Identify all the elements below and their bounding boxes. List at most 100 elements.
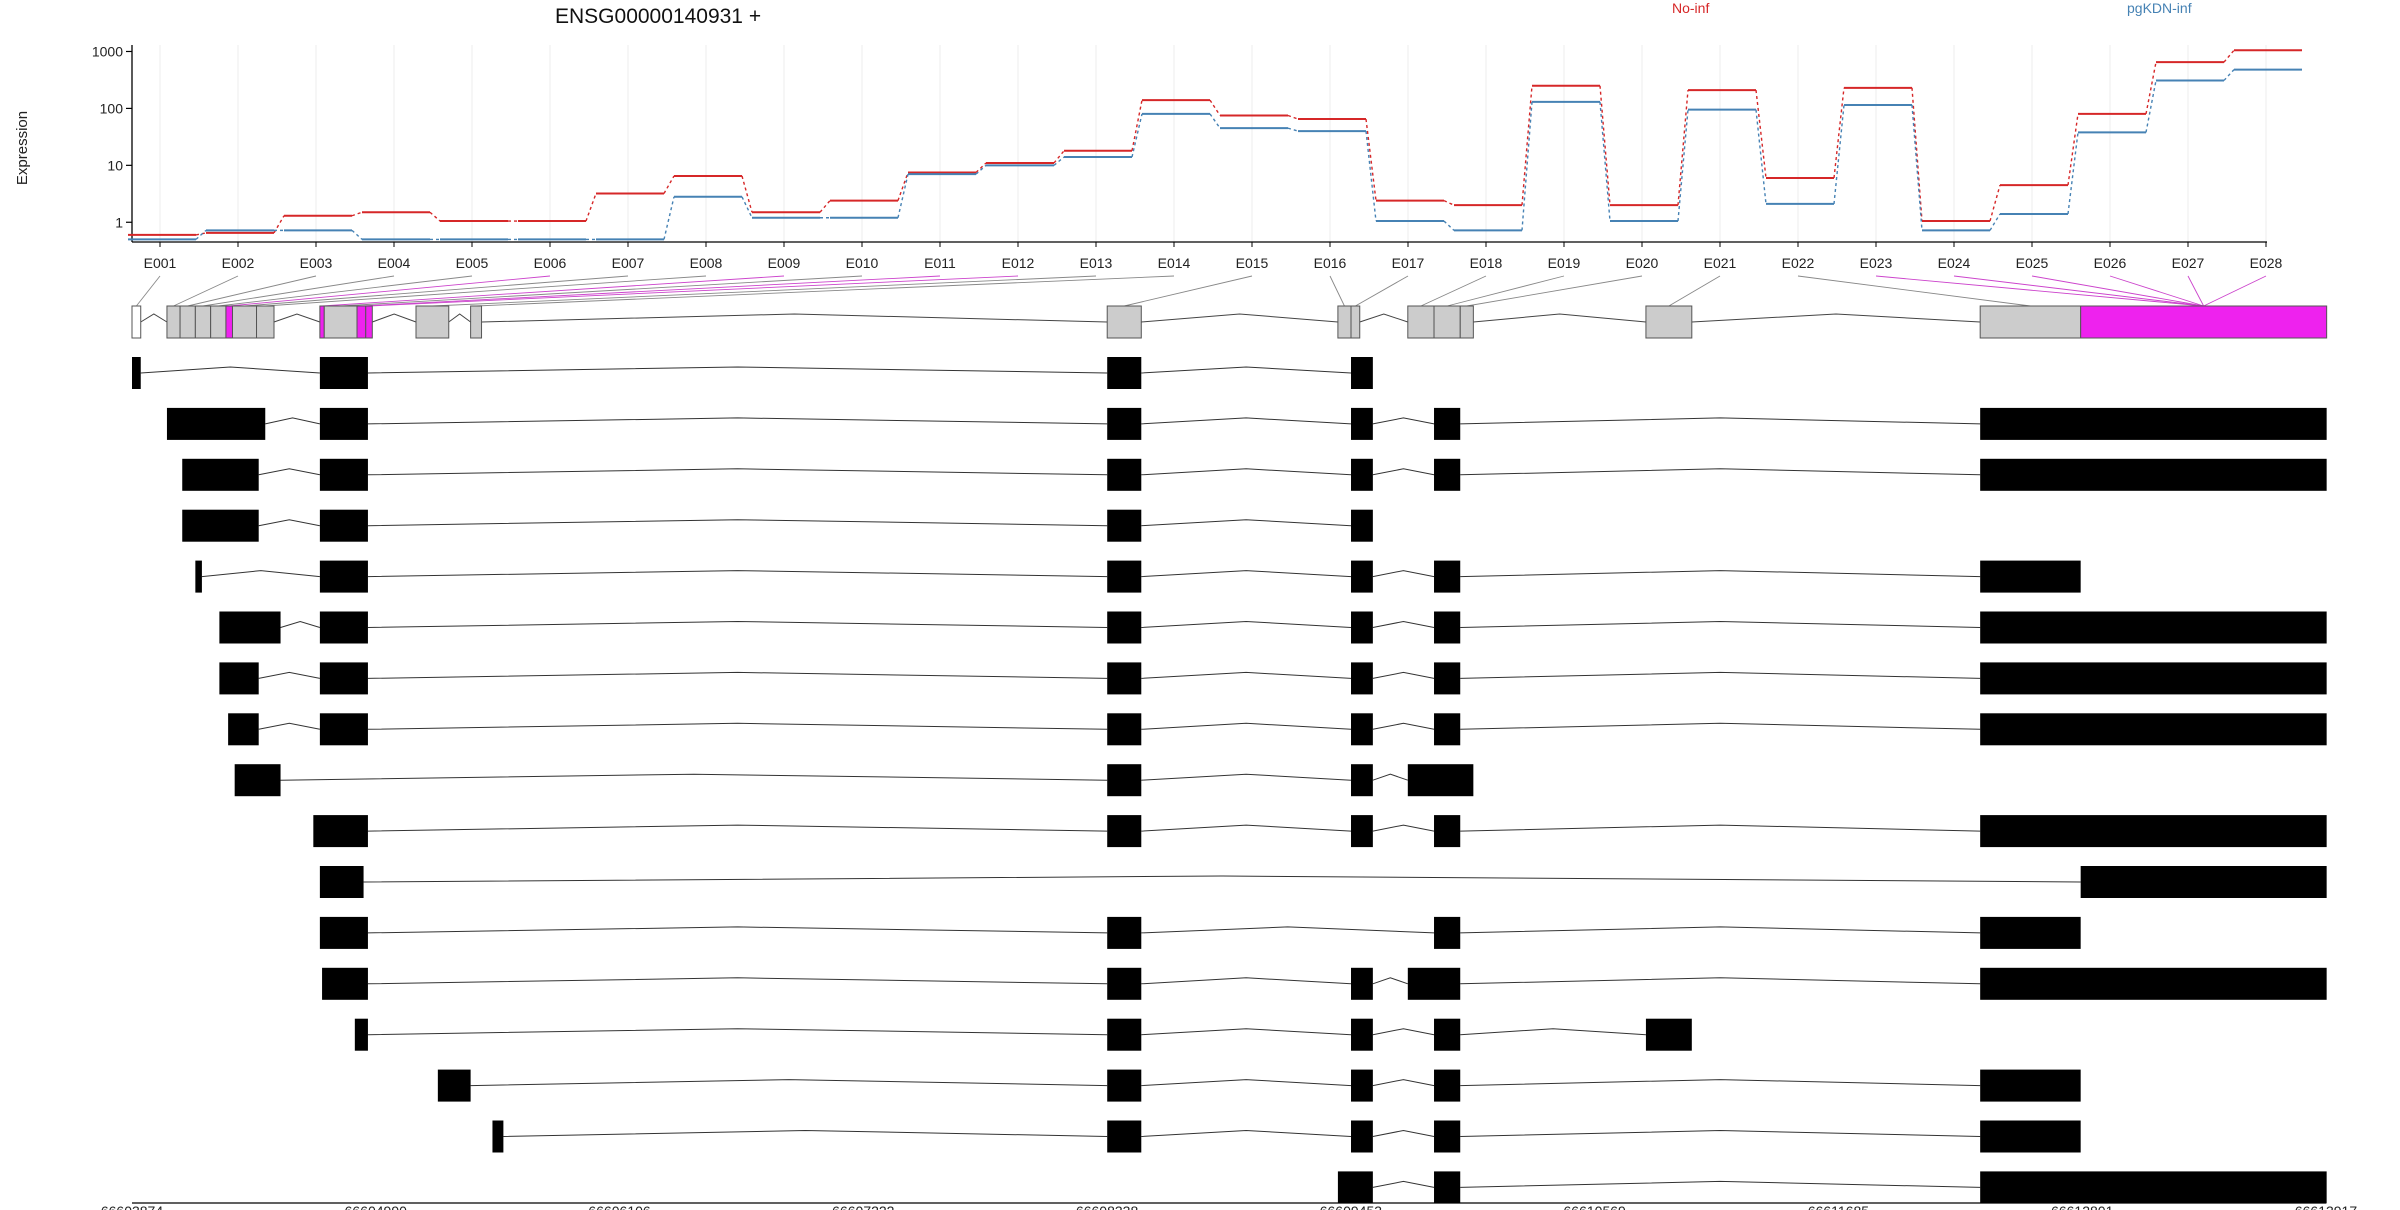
transcript-exon: [1351, 713, 1373, 746]
connector-E010: [340, 275, 863, 307]
intron-line: [1691, 313, 1981, 323]
gene-model-exon-E005: [210, 305, 227, 339]
transcript-exon: [1434, 1120, 1461, 1153]
transcript-row: [492, 1120, 2081, 1153]
transcript-exon: [1107, 509, 1142, 542]
legend-entry-pgkdn-inf: pgKDN-inf: [2127, 0, 2192, 16]
x-tick-label-E021: E021: [1704, 255, 1737, 271]
transcript-exon: [1434, 662, 1461, 695]
gene-model-exon-E019: [1433, 305, 1461, 339]
x-tick-label-E003: E003: [300, 255, 333, 271]
connector-E028: [2203, 275, 2267, 307]
transcript-exon: [319, 458, 368, 491]
transcript-intron: [503, 1129, 1108, 1137]
expression-step-connector: [1833, 104, 1845, 204]
transcript-intron: [1460, 926, 1981, 934]
connector-E025: [2031, 275, 2204, 307]
genomic-tick-label: 66612801: [2051, 1203, 2114, 1210]
expression-step-connector: [2223, 49, 2235, 63]
expression-step-connector: [1677, 109, 1689, 222]
transcript-exon: [1351, 611, 1373, 644]
transcript-intron: [1372, 671, 1435, 679]
x-tick-label-E005: E005: [456, 255, 489, 271]
transcript-exon: [1407, 764, 1474, 797]
connector-E004: [202, 275, 395, 307]
transcript-intron: [1141, 824, 1352, 832]
transcript-intron: [1460, 620, 1981, 628]
transcript-intron: [1141, 417, 1352, 425]
connector-E022: [1797, 275, 2031, 307]
transcript-exon: [1434, 611, 1461, 644]
connector-E012: [369, 275, 1019, 307]
transcript-exon: [1107, 407, 1142, 440]
expression-step-connector: [351, 211, 363, 217]
connector-E026: [2109, 275, 2204, 307]
x-tick-label-E015: E015: [1236, 255, 1269, 271]
connector-E001: [136, 275, 161, 307]
connector-E023: [1875, 275, 2204, 307]
expression-step-connector: [741, 175, 753, 213]
transcript-intron: [1141, 1129, 1352, 1137]
transcript-exon: [1107, 967, 1142, 1000]
transcript-exon: [1107, 1018, 1142, 1051]
genomic-tick-label: 66611685: [1808, 1203, 1869, 1210]
x-tick-label-E004: E004: [378, 255, 411, 271]
intron-line: [273, 313, 321, 323]
transcript-exon: [1351, 458, 1373, 491]
gene-model-exon-E022: [1979, 305, 2082, 339]
transcript-exon: [1351, 1120, 1373, 1153]
transcript-intron: [1141, 926, 1435, 934]
transcript-intron: [280, 773, 1108, 781]
expression-step-connector: [1209, 113, 1221, 129]
expression-step-connector: [1989, 184, 2001, 222]
gene-model-exon-E007: [231, 305, 258, 339]
expression-step-connector: [1131, 113, 1143, 158]
gene-model-exon-E011: [356, 305, 367, 339]
expression-step-connector: [1521, 101, 1533, 231]
x-tick-label-E016: E016: [1314, 255, 1347, 271]
gene-model-exon-E016: [1337, 305, 1352, 339]
expression-step-connector: [1911, 87, 1923, 222]
transcript-row: [182, 458, 2327, 491]
transcript-exon: [319, 509, 368, 542]
gene-model-exon-E015: [1106, 305, 1142, 339]
transcript-exon: [1107, 1120, 1142, 1153]
transcript-exon: [1337, 1171, 1373, 1204]
transcript-exon: [1980, 916, 2081, 949]
expression-step-connector: [897, 172, 909, 201]
x-tick-label-E010: E010: [846, 255, 879, 271]
connector-E009: [322, 275, 785, 307]
transcript-exon: [1351, 509, 1373, 542]
x-tick-label-E011: E011: [924, 255, 956, 271]
x-tick-label-E014: E014: [1158, 255, 1191, 271]
connector-E027: [2187, 275, 2205, 307]
transcript-exon: [437, 1069, 471, 1102]
transcript-intron: [1141, 1079, 1352, 1087]
transcript-exon: [1107, 815, 1142, 848]
x-tick-label-E017: E017: [1392, 255, 1425, 271]
transcript-exon: [1351, 357, 1373, 389]
vertical-gridlines: [159, 45, 2267, 242]
transcript-exon: [1980, 1120, 2081, 1153]
x-tick-label-E013: E013: [1080, 255, 1113, 271]
connector-E018: [1420, 275, 1487, 307]
transcript-intron: [1372, 773, 1408, 781]
expression-step-connector: [1053, 150, 1065, 164]
transcript-exon: [313, 815, 368, 848]
expression-step-connector: [1599, 101, 1611, 222]
x-tick-label-E002: E002: [222, 255, 255, 271]
transcript-exon: [1107, 458, 1142, 491]
transcript-intron: [258, 671, 320, 679]
transcript-intron: [1372, 722, 1435, 730]
transcript-exon: [1351, 1069, 1373, 1102]
transcript-intron: [367, 722, 1108, 730]
intron-line: [1359, 313, 1408, 323]
expression-step-connector: [897, 173, 909, 218]
transcript-intron: [1372, 824, 1435, 832]
expression-step-connector: [1287, 127, 1299, 132]
exon-connector-lines: [136, 275, 2267, 307]
transcript-intron: [367, 1028, 1108, 1036]
transcript-exon: [1351, 662, 1373, 695]
x-tick-label-E020: E020: [1626, 255, 1659, 271]
connector-E005: [218, 275, 473, 307]
